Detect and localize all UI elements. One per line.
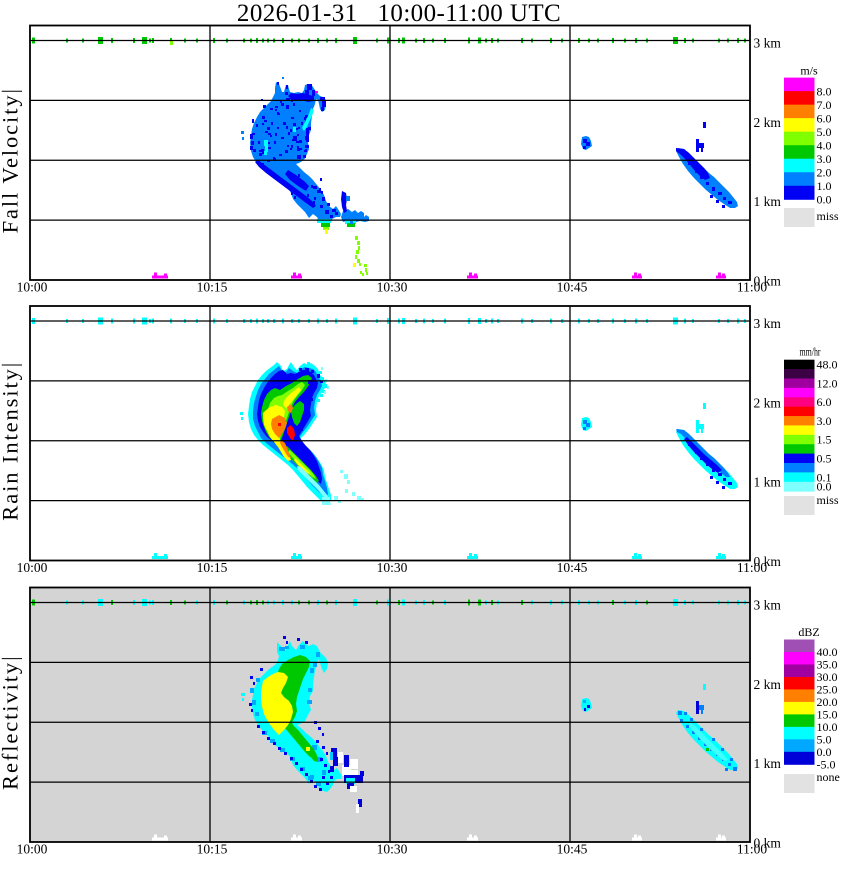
svg-text:0.0: 0.0 bbox=[817, 192, 832, 206]
svg-text:3.0: 3.0 bbox=[817, 152, 832, 166]
svg-text:6.0: 6.0 bbox=[817, 111, 832, 125]
svg-text:1 km: 1 km bbox=[754, 756, 782, 771]
svg-text:10:45: 10:45 bbox=[557, 842, 588, 857]
svg-text:2 km: 2 km bbox=[754, 395, 782, 410]
svg-text:10:30: 10:30 bbox=[377, 280, 408, 295]
svg-text:5.0: 5.0 bbox=[817, 125, 832, 139]
svg-text:10:00: 10:00 bbox=[17, 842, 48, 857]
svg-text:6.0: 6.0 bbox=[817, 395, 832, 409]
svg-text:4.0: 4.0 bbox=[817, 138, 832, 152]
svg-text:10:15: 10:15 bbox=[197, 842, 228, 857]
svg-text:3 km: 3 km bbox=[754, 598, 782, 613]
svg-text:15.0: 15.0 bbox=[817, 708, 838, 722]
svg-text:0 km: 0 km bbox=[754, 273, 782, 288]
svg-text:10:00: 10:00 bbox=[17, 280, 48, 295]
svg-text:0 km: 0 km bbox=[754, 554, 782, 569]
svg-text:0.0: 0.0 bbox=[817, 745, 832, 759]
svg-text:3.0: 3.0 bbox=[817, 414, 832, 428]
svg-text:11:00: 11:00 bbox=[737, 280, 767, 295]
svg-text:1 km: 1 km bbox=[754, 194, 782, 209]
svg-text:10:15: 10:15 bbox=[197, 280, 228, 295]
svg-text:2.0: 2.0 bbox=[817, 165, 832, 179]
svg-text:10:00: 10:00 bbox=[17, 560, 48, 575]
svg-text:1 km: 1 km bbox=[754, 475, 782, 490]
svg-text:3 km: 3 km bbox=[754, 316, 782, 331]
svg-text:m/s: m/s bbox=[800, 64, 818, 78]
svg-text:7.0: 7.0 bbox=[817, 98, 832, 112]
svg-text:-5.0: -5.0 bbox=[817, 758, 836, 772]
svg-text:0.5: 0.5 bbox=[817, 451, 832, 465]
svg-text:10:30: 10:30 bbox=[377, 560, 408, 575]
svg-text:25.0: 25.0 bbox=[817, 683, 838, 697]
svg-text:0.1: 0.1 bbox=[817, 470, 832, 484]
svg-text:2 km: 2 km bbox=[754, 115, 782, 130]
svg-text:10:30: 10:30 bbox=[377, 842, 408, 857]
svg-text:35.0: 35.0 bbox=[817, 658, 838, 672]
svg-text:10:45: 10:45 bbox=[557, 560, 588, 575]
svg-text:miss: miss bbox=[817, 209, 839, 223]
svg-text:30.0: 30.0 bbox=[817, 670, 838, 684]
svg-text:Fall Velocity|: Fall Velocity| bbox=[0, 87, 23, 233]
svg-text:miss: miss bbox=[817, 493, 839, 507]
svg-text:10:45: 10:45 bbox=[557, 280, 588, 295]
svg-text:2 km: 2 km bbox=[754, 677, 782, 692]
svg-text:11:00: 11:00 bbox=[737, 560, 767, 575]
svg-text:8.0: 8.0 bbox=[817, 84, 832, 98]
svg-text:20.0: 20.0 bbox=[817, 695, 838, 709]
svg-text:Reflectivity|: Reflectivity| bbox=[0, 655, 23, 790]
svg-text:none: none bbox=[817, 770, 840, 784]
svg-text:40.0: 40.0 bbox=[817, 645, 838, 659]
svg-text:1.5: 1.5 bbox=[817, 433, 832, 447]
svg-text:dBZ: dBZ bbox=[798, 625, 819, 639]
svg-text:0.0: 0.0 bbox=[817, 480, 832, 494]
svg-text:10.0: 10.0 bbox=[817, 720, 838, 734]
svg-text:Rain Intensity|: Rain Intensity| bbox=[0, 361, 23, 521]
svg-text:mm/hr: mm/hr bbox=[800, 345, 821, 359]
svg-text:3 km: 3 km bbox=[754, 36, 782, 51]
svg-text:2026-01-31 10:00-11:00 UTC: 2026-01-31 10:00-11:00 UTC bbox=[237, 0, 561, 27]
svg-text:48.0: 48.0 bbox=[817, 358, 838, 372]
svg-text:11:00: 11:00 bbox=[737, 842, 767, 857]
svg-text:12.0: 12.0 bbox=[817, 376, 838, 390]
svg-text:1.0: 1.0 bbox=[817, 179, 832, 193]
svg-text:5.0: 5.0 bbox=[817, 733, 832, 747]
svg-text:0 km: 0 km bbox=[754, 835, 782, 850]
svg-text:10:15: 10:15 bbox=[197, 560, 228, 575]
